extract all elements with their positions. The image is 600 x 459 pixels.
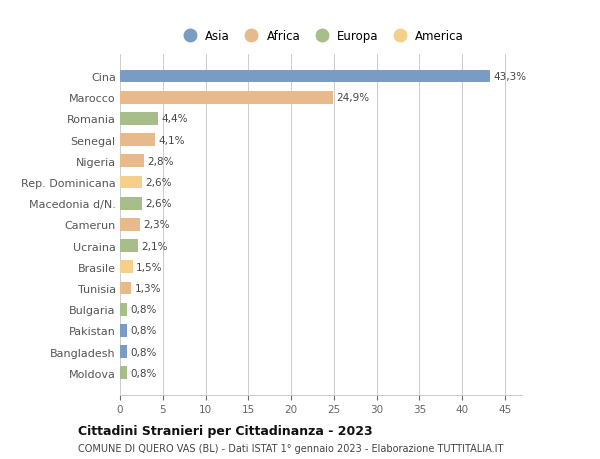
Text: 0,8%: 0,8%	[130, 368, 157, 378]
Bar	[120, 346, 127, 358]
Bar	[120, 134, 155, 147]
Bar	[120, 261, 133, 274]
Bar	[120, 197, 142, 210]
Text: 2,1%: 2,1%	[142, 241, 168, 251]
Text: 0,8%: 0,8%	[130, 326, 157, 336]
Text: 0,8%: 0,8%	[130, 304, 157, 314]
Bar	[120, 240, 138, 252]
Text: 2,3%: 2,3%	[143, 220, 170, 230]
Text: 1,3%: 1,3%	[134, 283, 161, 293]
Bar	[120, 367, 127, 379]
Bar	[120, 176, 142, 189]
Bar	[120, 218, 140, 231]
Text: 4,4%: 4,4%	[161, 114, 188, 124]
Bar	[120, 71, 490, 83]
Text: COMUNE DI QUERO VAS (BL) - Dati ISTAT 1° gennaio 2023 - Elaborazione TUTTITALIA.: COMUNE DI QUERO VAS (BL) - Dati ISTAT 1°…	[78, 443, 503, 453]
Text: 2,8%: 2,8%	[148, 157, 174, 167]
Text: 1,5%: 1,5%	[136, 262, 163, 272]
Text: 2,6%: 2,6%	[146, 199, 172, 209]
Bar	[120, 303, 127, 316]
Bar	[120, 325, 127, 337]
Legend: Asia, Africa, Europa, America: Asia, Africa, Europa, America	[178, 30, 464, 43]
Text: 4,1%: 4,1%	[158, 135, 185, 146]
Text: 0,8%: 0,8%	[130, 347, 157, 357]
Bar	[120, 282, 131, 295]
Text: 24,9%: 24,9%	[337, 93, 370, 103]
Bar	[120, 113, 158, 125]
Bar	[120, 92, 333, 104]
Text: 43,3%: 43,3%	[494, 72, 527, 82]
Bar	[120, 155, 144, 168]
Text: 2,6%: 2,6%	[146, 178, 172, 188]
Text: Cittadini Stranieri per Cittadinanza - 2023: Cittadini Stranieri per Cittadinanza - 2…	[78, 424, 373, 437]
